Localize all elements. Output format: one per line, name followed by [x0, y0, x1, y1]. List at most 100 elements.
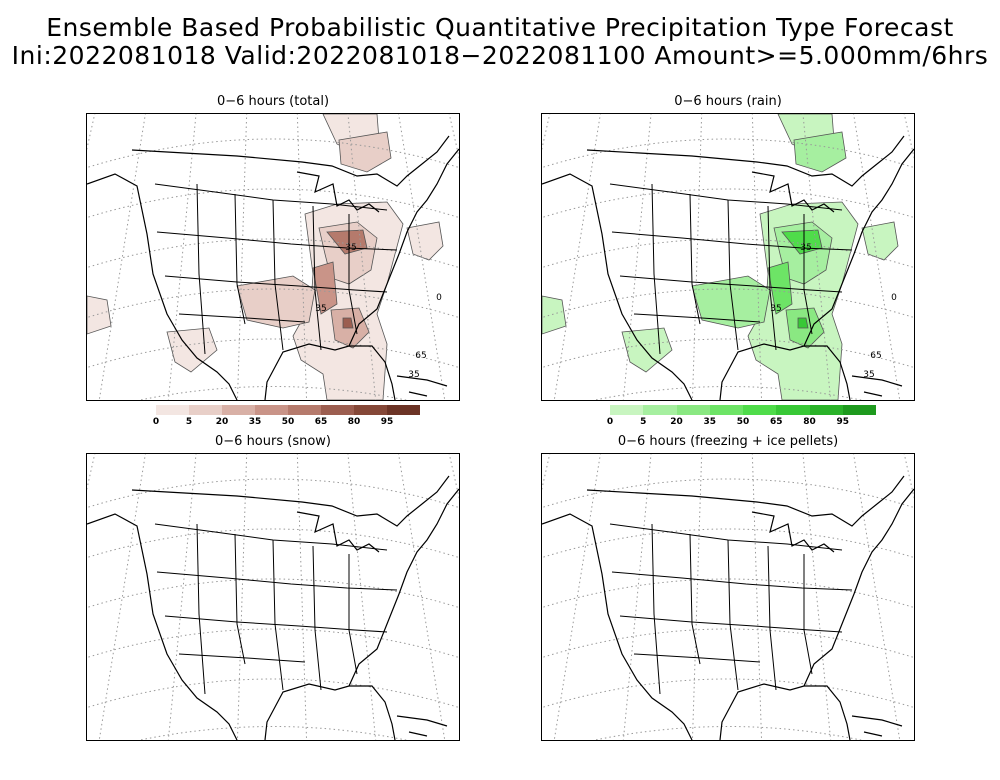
colorbar-swatch: [643, 405, 677, 415]
contour-label: 65: [415, 351, 426, 361]
probability-area: [797, 317, 809, 329]
graticule-line: [853, 114, 901, 400]
cuba-outline: [396, 375, 448, 397]
colorbar-label: 95: [836, 417, 850, 427]
canada-border: [586, 475, 905, 527]
canada-border: [131, 135, 450, 187]
colorbar-swatch: [776, 405, 810, 415]
map-panel-rain: 35 65 35 35 0: [541, 113, 915, 401]
map-panel-snow: [86, 453, 460, 741]
state-boundary: [767, 205, 777, 351]
state-boundary: [196, 183, 206, 355]
probability-area: [166, 327, 218, 373]
probability-area: [338, 131, 392, 173]
cuba-outline: [851, 375, 903, 397]
graticule-line: [542, 338, 914, 369]
state-boundary: [272, 199, 284, 351]
base-map-total: [87, 114, 459, 400]
graticule-line: [593, 386, 863, 400]
panel-title-snow: 0−6 hours (snow): [215, 434, 331, 449]
colorbar-label: 65: [769, 417, 783, 427]
state-boundary: [609, 523, 843, 551]
graticule-line: [87, 238, 459, 269]
state-boundary: [348, 214, 358, 335]
probability-area: [236, 275, 316, 329]
state-boundary: [651, 523, 661, 695]
probability-area: [406, 221, 444, 261]
colorbar-label: 5: [640, 417, 647, 427]
colorbar-rain: 0 5 20 35 50 65 80 95: [606, 405, 876, 429]
contour-label: 35: [315, 304, 326, 314]
coastline: [87, 488, 459, 740]
graticule-line: [398, 454, 446, 740]
graticule-line: [542, 114, 551, 151]
graticule-line: [802, 454, 832, 740]
state-boundary: [619, 615, 843, 633]
state-boundary: [164, 615, 388, 633]
graticule-line: [542, 628, 914, 659]
colorbar-label: 80: [347, 417, 361, 427]
great-lakes: [296, 171, 380, 213]
state-boundary: [196, 523, 206, 695]
map-panel-freezing: [541, 453, 915, 741]
graticule-line: [622, 454, 652, 740]
contour-label: 0: [436, 293, 442, 303]
probability-area: [342, 317, 354, 329]
graticule-line: [347, 454, 377, 740]
state-boundary: [689, 533, 701, 665]
panel-title-rain: 0−6 hours (rain): [674, 94, 782, 109]
graticule-line: [87, 338, 459, 369]
colorbar-label: 35: [248, 417, 262, 427]
colorbar-label: 95: [380, 417, 394, 427]
state-boundary: [272, 539, 284, 691]
graticule-line: [553, 114, 601, 400]
great-lakes: [751, 511, 835, 553]
colorbar-swatch: [354, 405, 387, 415]
graticule-line: [853, 454, 901, 740]
colorbar-label: 20: [215, 417, 229, 427]
canada-border: [586, 135, 905, 187]
graticule-line: [98, 454, 146, 740]
state-boundary: [348, 554, 358, 675]
colorbar-swatch: [387, 405, 420, 415]
graticule-line: [98, 114, 146, 400]
state-boundary: [154, 523, 388, 551]
colorbar-swatch: [709, 405, 743, 415]
colorbar-swatch: [676, 405, 710, 415]
coastline: [87, 148, 459, 400]
graticule-line: [593, 726, 863, 740]
colorbar-swatch: [288, 405, 321, 415]
colorbar-swatch: [156, 405, 189, 415]
canada-border: [131, 475, 450, 527]
probability-area: [87, 295, 112, 335]
colorbar-label: 50: [281, 417, 295, 427]
probability-area: [691, 275, 771, 329]
base-map-rain: [542, 114, 914, 400]
figure-title: Ensemble Based Probabilistic Quantitativ…: [46, 13, 954, 42]
colorbar-label: 80: [803, 417, 816, 427]
colorbar-label: 0: [606, 417, 614, 427]
colorbar-label: 5: [185, 417, 193, 427]
probability-area: [793, 131, 847, 173]
colorbar-swatch: [809, 405, 843, 415]
graticule-line: [542, 678, 914, 709]
great-lakes: [296, 511, 380, 553]
colorbar-swatch: [842, 405, 876, 415]
graticule-line: [87, 114, 96, 151]
colorbar-label: 50: [736, 417, 750, 427]
probability-area: [542, 295, 567, 335]
contour-label: 35: [770, 304, 781, 314]
colorbar-swatch: [610, 405, 644, 415]
state-boundary: [803, 554, 813, 675]
graticule-line: [542, 454, 551, 491]
graticule-line: [751, 454, 763, 740]
base-map-snow: [87, 454, 459, 740]
state-boundary: [767, 545, 777, 691]
state-boundary: [727, 539, 739, 691]
graticule-line: [398, 114, 446, 400]
cuba-outline: [851, 715, 903, 737]
graticule-line: [542, 238, 914, 269]
probability-area: [861, 221, 899, 261]
